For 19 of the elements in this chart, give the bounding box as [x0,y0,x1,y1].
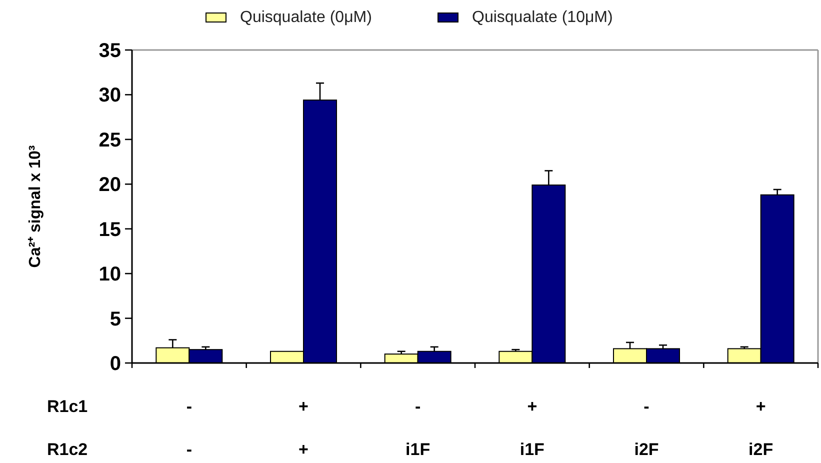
category-label: + + [298,397,308,459]
y-axis-title: Ca²⁺ signal x 10³ [27,145,44,268]
legend-label: Quisqualate (10μM) [472,9,613,26]
y-tick-label: 25 [98,129,121,152]
y-tick-label: 10 [98,264,121,286]
y-tick-label: 20 [98,174,121,196]
category-label: + i1F [520,397,544,459]
category-label: + i2F [748,397,774,459]
y-tick-label: 35 [98,40,121,62]
y-tick-label: 15 [98,218,121,241]
y-tick-label: 5 [110,308,121,330]
legend-label: Quisqualate (0μM) [240,9,372,26]
y-tick-label: 30 [98,84,121,107]
category-label: - i2F [634,397,659,459]
category-label: - - [186,397,192,459]
text: R1c1 [47,397,88,416]
category-label: - i1F [406,397,430,459]
y-tick-label: 0 [110,353,121,375]
text: R1c2 [47,440,88,459]
